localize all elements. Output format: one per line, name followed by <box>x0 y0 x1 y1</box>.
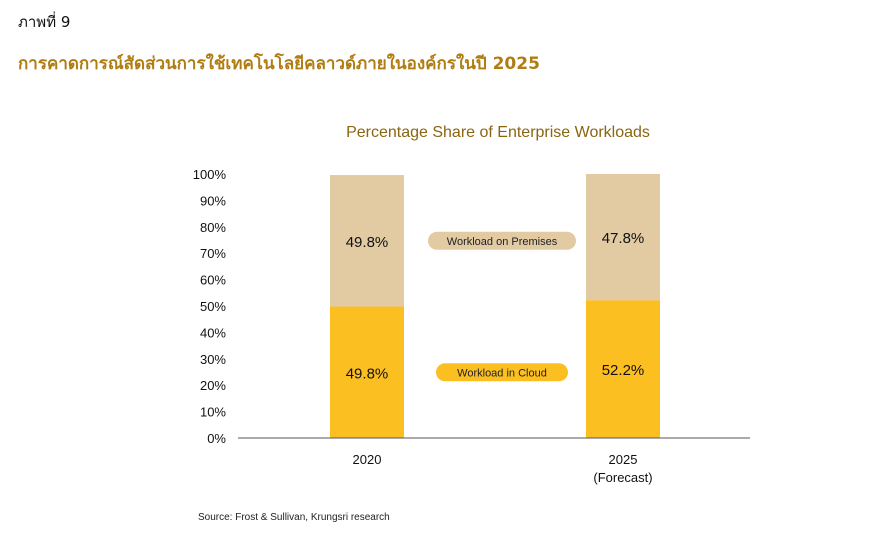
figure-label: ภาพที่ 9 <box>18 13 71 31</box>
x-tick-label: 2020 <box>353 452 382 467</box>
y-tick-label: 30% <box>200 352 226 367</box>
bar-segment <box>330 175 404 307</box>
bar-segment <box>330 306 404 438</box>
y-tick-label: 20% <box>200 378 226 393</box>
bar-segment <box>586 300 660 438</box>
chart-title: Percentage Share of Enterprise Workloads <box>346 124 650 141</box>
legend-label: Workload on Premises <box>447 236 558 248</box>
legend-swatch <box>428 231 576 250</box>
legend-label: Workload in Cloud <box>457 367 547 379</box>
y-tick-label: 90% <box>200 193 226 208</box>
bars: 49.8% 49.8% 52.2% 47.8% <box>330 174 660 438</box>
legend-swatch <box>436 363 568 382</box>
data-label: 49.8% <box>346 365 389 382</box>
x-axis: 2020 2025 (Forecast) <box>238 437 750 485</box>
y-tick-label: 0% <box>207 431 226 446</box>
x-tick-label: 2025 <box>609 452 638 467</box>
source-note: Source: Frost & Sullivan, Krungsri resea… <box>198 512 390 523</box>
data-label: 52.2% <box>602 362 645 379</box>
y-tick-label: 100% <box>193 167 227 182</box>
y-tick-label: 40% <box>200 325 226 340</box>
y-tick-label: 50% <box>200 299 226 314</box>
legend: Workload in Cloud Workload on Premises <box>428 231 576 382</box>
bar-segment <box>586 174 660 301</box>
data-label: 49.8% <box>346 234 389 251</box>
x-tick-sublabel: (Forecast) <box>593 470 652 485</box>
y-tick-label: 10% <box>200 405 226 420</box>
y-tick-label: 70% <box>200 246 226 261</box>
figure-title: การคาดการณ์สัดส่วนการใช้เทคโนโลยีคลาวด์ภ… <box>18 54 540 74</box>
y-axis: 0% 10% 20% 30% 40% 50% 60% 70% 80% 90% 100% <box>193 167 227 446</box>
y-tick-label: 80% <box>200 220 226 235</box>
y-tick-label: 60% <box>200 273 226 288</box>
data-label: 47.8% <box>602 230 645 247</box>
